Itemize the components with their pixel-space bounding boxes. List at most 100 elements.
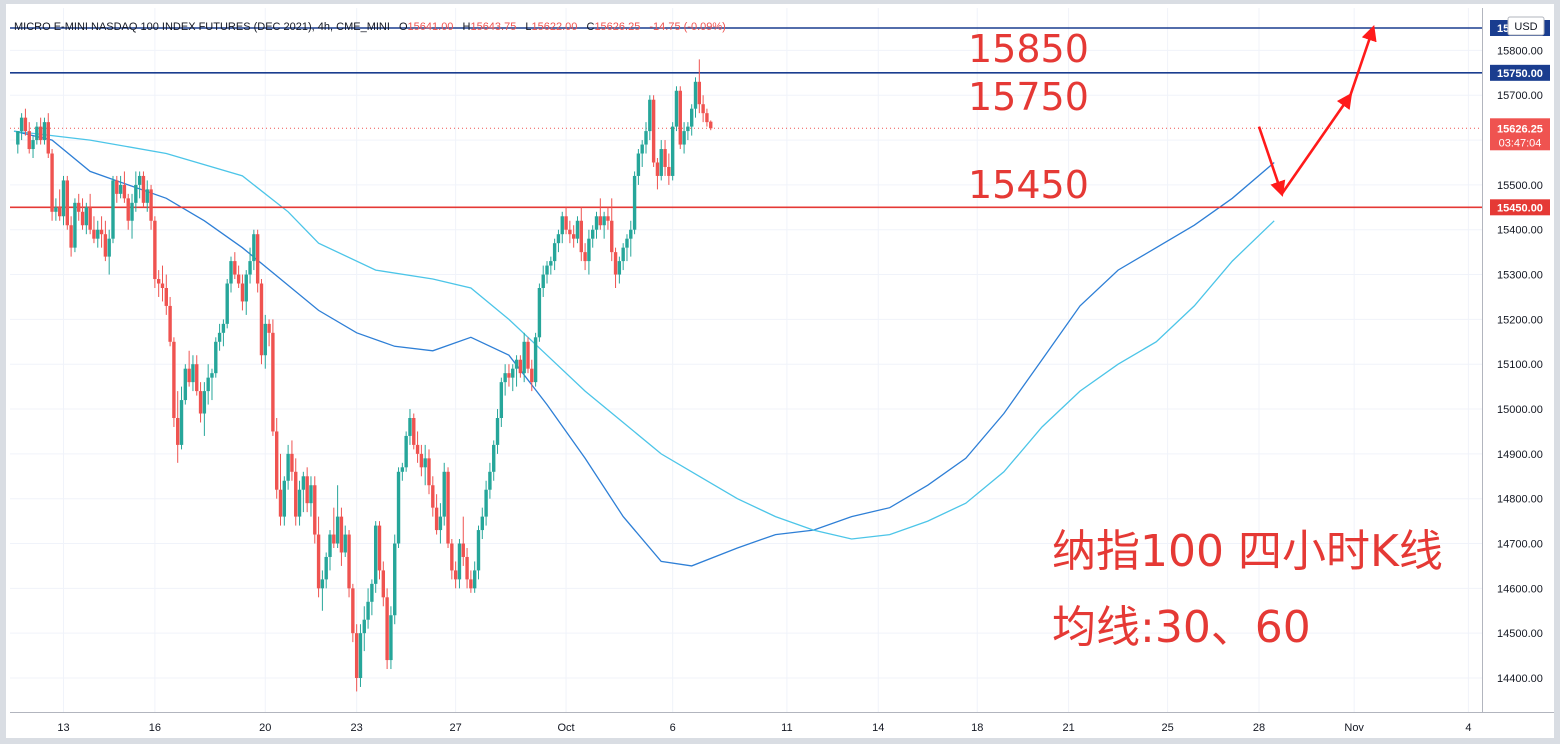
candle[interactable] [431, 476, 435, 517]
candle[interactable] [438, 503, 443, 544]
candle[interactable] [80, 198, 85, 230]
candle[interactable] [419, 444, 424, 477]
candle[interactable] [488, 462, 492, 499]
candle[interactable] [598, 198, 603, 230]
candle[interactable] [686, 122, 690, 141]
candle[interactable] [339, 507, 344, 566]
candle[interactable] [583, 243, 587, 271]
candle[interactable] [156, 270, 161, 297]
candle[interactable] [511, 364, 515, 392]
candle[interactable] [693, 77, 698, 118]
candle[interactable] [255, 229, 260, 293]
candle[interactable] [393, 534, 397, 625]
candle[interactable] [362, 606, 366, 652]
candle[interactable] [674, 86, 679, 132]
candle[interactable] [107, 229, 111, 275]
candle[interactable] [111, 175, 115, 244]
candle[interactable] [324, 552, 328, 589]
candle[interactable] [54, 198, 58, 221]
candle[interactable] [297, 480, 302, 526]
candle[interactable] [183, 364, 188, 405]
candle[interactable] [77, 193, 81, 221]
candle[interactable] [240, 274, 245, 311]
candle[interactable] [16, 131, 20, 154]
candle[interactable] [476, 525, 481, 580]
candle[interactable] [206, 364, 210, 405]
candle[interactable] [88, 193, 92, 235]
candle[interactable] [351, 583, 355, 643]
candle[interactable] [613, 247, 618, 288]
candle[interactable] [571, 225, 576, 248]
candle[interactable] [415, 431, 420, 463]
candle[interactable] [659, 140, 663, 181]
candle[interactable] [103, 220, 108, 262]
candle[interactable] [217, 323, 222, 351]
candle[interactable] [210, 368, 214, 401]
candle[interactable] [267, 319, 271, 347]
candle[interactable] [453, 561, 458, 589]
candle[interactable] [533, 332, 538, 387]
candle[interactable] [606, 207, 610, 230]
time-axis[interactable]: 13 16 20 23 27 Oct 6 11 14 18 21 25 28 Nov 4 [57, 722, 1471, 734]
candle[interactable] [233, 252, 237, 280]
candle[interactable] [434, 494, 439, 535]
candle[interactable] [96, 220, 100, 248]
candle[interactable] [263, 314, 267, 369]
candle[interactable] [294, 458, 298, 526]
candle[interactable] [541, 265, 545, 297]
candle[interactable] [396, 467, 401, 548]
candle[interactable] [408, 409, 412, 445]
candle[interactable] [134, 171, 138, 212]
candle[interactable] [446, 467, 450, 548]
candle[interactable] [594, 211, 599, 239]
candle[interactable] [560, 211, 564, 244]
candle[interactable] [465, 548, 469, 589]
candle[interactable] [271, 319, 275, 436]
candle[interactable] [617, 256, 622, 284]
currency-selector[interactable]: USD [1507, 16, 1545, 36]
candle[interactable] [427, 449, 431, 495]
candle[interactable] [370, 579, 374, 616]
candle[interactable] [305, 467, 309, 513]
candle[interactable] [115, 175, 119, 203]
candle[interactable] [621, 243, 625, 271]
candle[interactable] [343, 525, 347, 557]
candle[interactable] [313, 476, 317, 544]
candle[interactable] [42, 117, 47, 145]
candle[interactable] [564, 207, 568, 235]
candle[interactable] [57, 189, 62, 221]
candle[interactable] [214, 337, 218, 378]
candle[interactable] [191, 355, 195, 392]
candle[interactable] [514, 355, 519, 387]
candle[interactable] [492, 440, 496, 481]
candle[interactable] [457, 539, 462, 589]
candle[interactable] [461, 516, 465, 566]
candle[interactable] [682, 122, 686, 154]
candle[interactable] [354, 624, 359, 692]
candle[interactable] [423, 444, 427, 486]
candle[interactable] [587, 229, 591, 275]
candle[interactable] [602, 211, 606, 239]
candle[interactable] [701, 95, 705, 123]
candle[interactable] [404, 431, 408, 472]
candle[interactable] [705, 108, 709, 127]
candle[interactable] [499, 377, 504, 427]
candle[interactable] [153, 216, 157, 288]
candle[interactable] [27, 122, 31, 154]
candle[interactable] [328, 530, 332, 571]
candle[interactable] [141, 171, 146, 208]
candle[interactable] [202, 382, 207, 436]
candle[interactable] [450, 539, 454, 580]
candle[interactable] [122, 171, 127, 203]
candle[interactable] [412, 413, 416, 450]
candle[interactable] [678, 86, 682, 150]
candle[interactable] [137, 171, 142, 199]
candle[interactable] [495, 409, 500, 454]
candle[interactable] [655, 158, 660, 190]
candle[interactable] [358, 624, 363, 687]
candle[interactable] [309, 476, 313, 517]
candle[interactable] [709, 120, 713, 131]
candle[interactable] [484, 480, 488, 526]
candle[interactable] [19, 113, 24, 141]
candle[interactable] [229, 256, 233, 293]
